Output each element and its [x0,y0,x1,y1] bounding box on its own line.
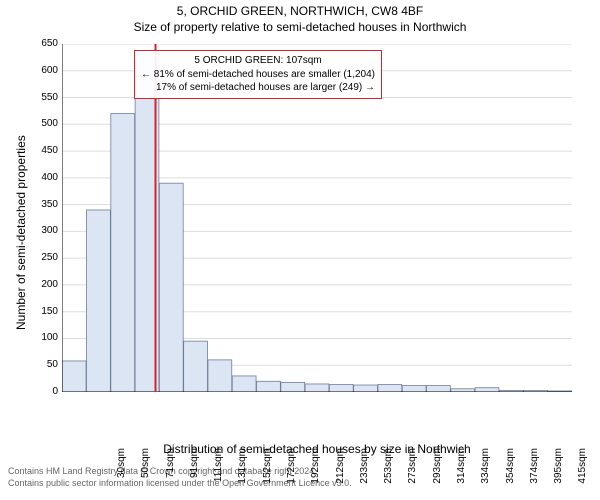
histogram-bar [87,210,111,392]
histogram-bar [232,376,256,392]
x-tick-label: 293sqm [432,448,443,498]
y-tick-label: 500 [28,118,58,129]
y-tick-label: 600 [28,65,58,76]
histogram-bar [305,384,329,392]
x-tick-label: 172sqm [286,448,297,498]
x-tick-label: 131sqm [237,448,248,498]
histogram-bar [427,386,451,392]
y-tick-label: 400 [28,172,58,183]
annotation-line-3: 17% of semi-detached houses are larger (… [141,81,375,95]
histogram-bar [402,386,426,392]
histogram-bar [281,382,305,392]
page-address: 5, ORCHID GREEN, NORTHWICH, CW8 4BF [0,4,600,18]
y-tick-label: 650 [28,38,58,49]
y-tick-label: 200 [28,279,58,290]
footer-line-2: Contains public sector information licen… [8,478,352,490]
y-tick-label: 450 [28,145,58,156]
x-tick-label: 152sqm [262,448,273,498]
x-tick-label: 314sqm [456,448,467,498]
y-tick-label: 300 [28,225,58,236]
x-tick-label: 354sqm [505,448,516,498]
x-tick-label: 415sqm [577,448,588,498]
annotation-line-1: 5 ORCHID GREEN: 107sqm [141,54,375,68]
y-tick-label: 0 [28,386,58,397]
histogram-bar [354,385,378,392]
x-tick-label: 233sqm [359,448,370,498]
y-tick-label: 100 [28,332,58,343]
histogram-bar [208,360,232,392]
y-tick-label: 50 [28,359,58,370]
histogram-bar [159,183,183,392]
y-tick-label: 550 [28,92,58,103]
histogram-bar [329,385,353,392]
x-tick-label: 30sqm [116,448,127,498]
x-tick-label: 71sqm [165,448,176,498]
x-tick-label: 374sqm [529,448,540,498]
marker-annotation: 5 ORCHID GREEN: 107sqm ← 81% of semi-det… [134,50,382,99]
annotation-line-2: ← 81% of semi-detached houses are smalle… [141,68,375,82]
page-subtitle: Size of property relative to semi-detach… [0,20,600,34]
histogram-bar [378,385,402,392]
x-tick-label: 273sqm [407,448,418,498]
x-tick-label: 212sqm [335,448,346,498]
histogram-bar [111,114,135,392]
x-tick-label: 334sqm [480,448,491,498]
x-tick-label: 192sqm [310,448,321,498]
x-tick-label: 253sqm [383,448,394,498]
x-tick-label: 111sqm [213,448,224,498]
y-tick-label: 150 [28,306,58,317]
histogram-bar [475,388,499,392]
x-tick-label: 50sqm [140,448,151,498]
footer-line-1: Contains HM Land Registry data © Crown c… [8,466,352,478]
x-tick-label: 395sqm [553,448,564,498]
x-tick-label: 91sqm [189,448,200,498]
histogram-bar [62,361,86,392]
y-axis-label: Number of semi-detached properties [14,135,28,330]
histogram-bar [257,381,281,392]
y-tick-label: 250 [28,252,58,263]
histogram-bar [184,341,208,392]
y-tick-label: 350 [28,199,58,210]
